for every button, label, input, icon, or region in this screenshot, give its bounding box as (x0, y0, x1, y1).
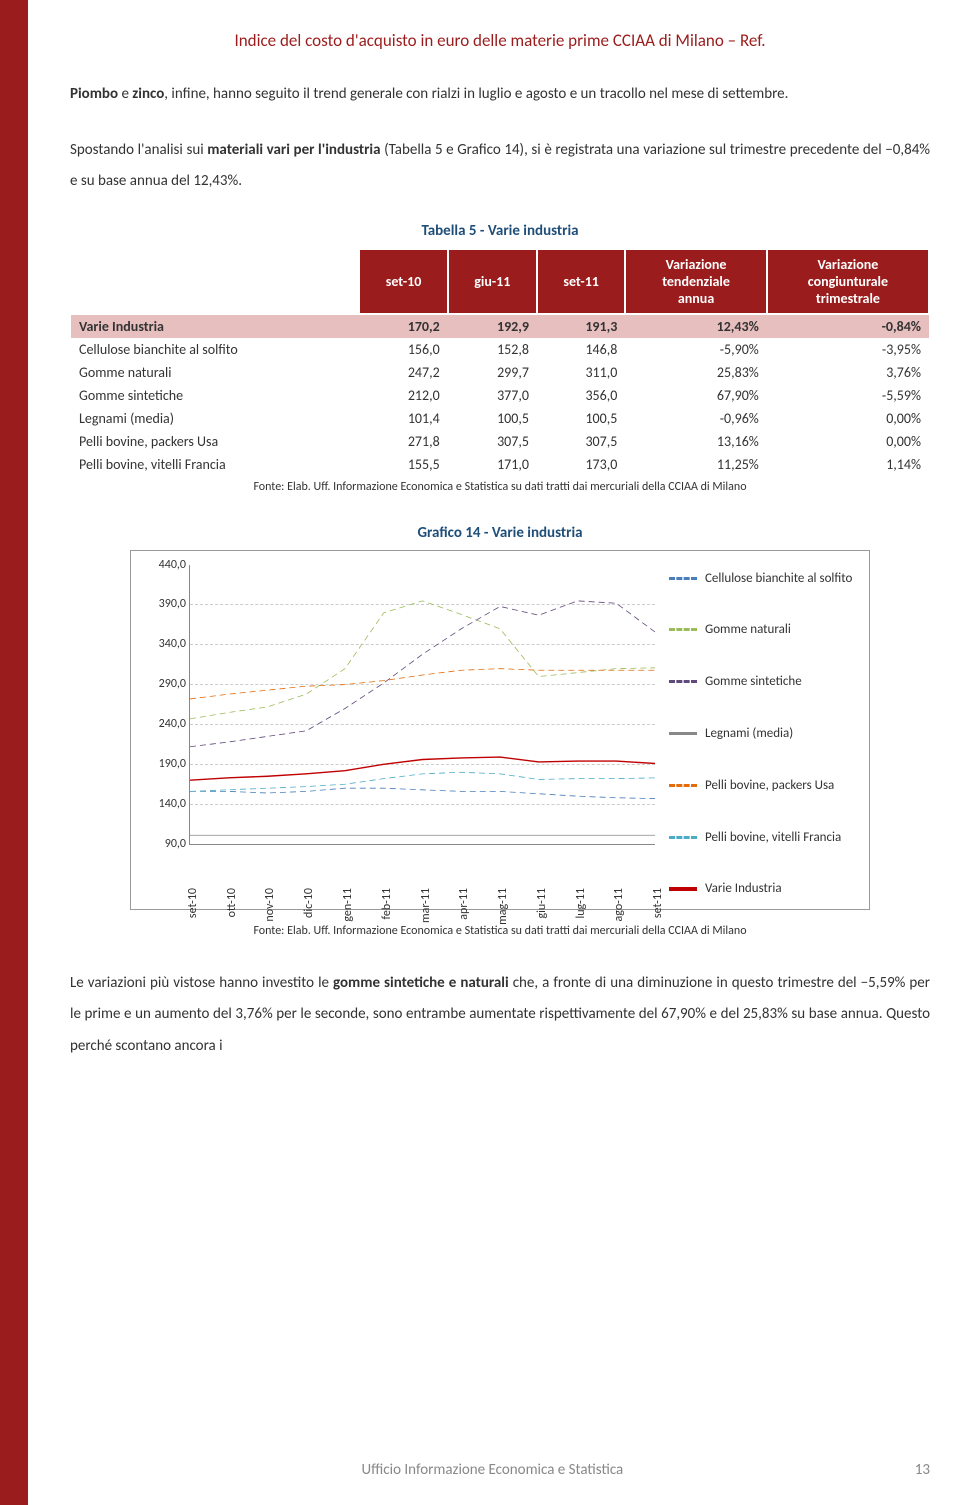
legend-item: Pelli bovine, vitelli Francia (669, 830, 855, 845)
column-header: set-11 (537, 249, 625, 314)
x-axis-label: apr-11 (457, 888, 471, 920)
term-zinco: zinco (132, 85, 164, 103)
chart-legend: Cellulose bianchite al solfito Gomme natu… (655, 565, 855, 903)
table-row: Pelli bovine, vitelli Francia155,5171,01… (71, 453, 929, 476)
paragraph-2: Spostando l'analisi sui materiali vari p… (70, 135, 930, 198)
x-axis-label: mag-11 (496, 888, 510, 925)
legend-item: Cellulose bianchite al solfito (669, 571, 855, 586)
y-axis-label: 240,0 (142, 717, 186, 731)
legend-swatch (669, 680, 697, 683)
legend-swatch (669, 836, 697, 839)
column-header: set-10 (359, 249, 447, 314)
footer-office-name: Ufficio Informazione Economica e Statist… (70, 1461, 915, 1479)
legend-label: Gomme sintetiche (705, 674, 802, 689)
document-title: Indice del costo d'acquisto in euro dell… (70, 30, 930, 51)
legend-swatch (669, 784, 697, 787)
legend-label: Legnami (media) (705, 726, 793, 741)
chart-caption: Grafico 14 - Varie industria (70, 524, 930, 542)
x-axis-label: mar-11 (419, 888, 433, 923)
page-footer: Ufficio Informazione Economica e Statist… (70, 1461, 930, 1479)
chart-source: Fonte: Elab. Uff. Informazione Economica… (70, 924, 930, 938)
table-row: Pelli bovine, packers Usa271,8307,5307,5… (71, 430, 929, 453)
x-axis-label: lug-11 (574, 888, 588, 919)
column-header: giu-11 (448, 249, 537, 314)
y-axis-label: 90,0 (142, 837, 186, 851)
legend-label: Cellulose bianchite al solfito (705, 571, 852, 586)
legend-item: Varie Industria (669, 881, 855, 896)
page-number: 13 (915, 1461, 930, 1479)
column-header: Variazionecongiunturaletrimestrale (767, 249, 929, 314)
legend-label: Gomme naturali (705, 622, 791, 637)
legend-item: Pelli bovine, packers Usa (669, 778, 855, 793)
x-axis-label: set-10 (186, 888, 200, 918)
x-axis-label: dic-10 (302, 888, 316, 918)
table-row: Varie Industria170,2192,9191,312,43%-0,8… (71, 314, 929, 338)
paragraph-3: Le variazioni più vistose hanno investit… (70, 968, 930, 1063)
x-axis-label: ago-11 (612, 888, 626, 921)
legend-swatch (669, 887, 697, 891)
term-piombo: Piombo (70, 85, 118, 103)
x-axis-label: gen-11 (341, 888, 355, 922)
tabella-5: set-10giu-11set-11Variazionetendenzialea… (70, 248, 930, 476)
legend-label: Varie Industria (705, 881, 782, 896)
table-row: Cellulose bianchite al solfito156,0152,8… (71, 338, 929, 361)
legend-item: Gomme naturali (669, 622, 855, 637)
paragraph-1: Piombo e zinco, infine, hanno seguito il… (70, 79, 930, 111)
column-header (71, 249, 359, 314)
legend-item: Gomme sintetiche (669, 674, 855, 689)
legend-label: Pelli bovine, packers Usa (705, 778, 834, 793)
x-axis-label: ott-10 (225, 888, 239, 917)
x-axis-label: giu-11 (535, 888, 549, 919)
grafico-14: 90,0140,0190,0240,0290,0340,0390,0440,0s… (130, 550, 870, 910)
table-caption: Tabella 5 - Varie industria (70, 222, 930, 240)
column-header: Variazionetendenzialeannua (625, 249, 766, 314)
y-axis-label: 290,0 (142, 677, 186, 691)
table-row: Legnami (media)101,4100,5100,5-0,96%0,00… (71, 407, 929, 430)
legend-label: Pelli bovine, vitelli Francia (705, 830, 841, 845)
chart-lines (190, 565, 655, 844)
table-row: Gomme naturali247,2299,7311,025,83%3,76% (71, 361, 929, 384)
legend-item: Legnami (media) (669, 726, 855, 741)
y-axis-label: 190,0 (142, 757, 186, 771)
legend-swatch (669, 628, 697, 631)
x-axis-label: feb-11 (380, 888, 394, 919)
table-source: Fonte: Elab. Uff. Informazione Economica… (70, 480, 930, 494)
y-axis-label: 440,0 (142, 558, 186, 572)
y-axis-label: 140,0 (142, 797, 186, 811)
page-content: Indice del costo d'acquisto in euro dell… (0, 0, 960, 1505)
y-axis-label: 340,0 (142, 637, 186, 651)
table-row: Gomme sintetiche212,0377,0356,067,90%-5,… (71, 384, 929, 407)
y-axis-label: 390,0 (142, 597, 186, 611)
x-axis-label: nov-10 (263, 888, 277, 922)
term-gomme: gomme sintetiche e naturali (333, 974, 509, 992)
x-axis-label: set-11 (651, 888, 665, 918)
legend-swatch (669, 577, 697, 580)
term-materiali-vari: materiali vari per l'industria (207, 141, 380, 159)
legend-swatch (669, 732, 697, 735)
